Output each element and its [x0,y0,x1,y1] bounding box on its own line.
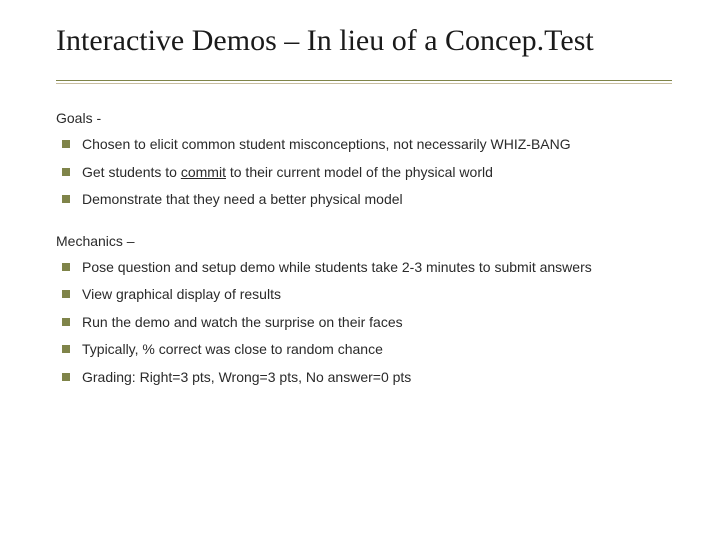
square-bullet-icon [62,263,70,271]
square-bullet-icon [62,168,70,176]
bullet-list-mechanics: Pose question and setup demo while stude… [56,259,672,387]
list-item-text: Run the demo and watch the surprise on t… [82,314,403,330]
section-header-goals: Goals - [56,110,672,126]
list-item: Grading: Right=3 pts, Wrong=3 pts, No an… [56,369,672,387]
list-item: Pose question and setup demo while stude… [56,259,672,277]
list-item: View graphical display of results [56,286,672,304]
list-item-text: Pose question and setup demo while stude… [82,259,592,275]
list-item: Run the demo and watch the surprise on t… [56,314,672,332]
square-bullet-icon [62,195,70,203]
title-rule-group [56,80,672,84]
slide-title: Interactive Demos – In lieu of a Concep.… [56,24,672,58]
list-item-text-before: Get students to [82,164,181,180]
list-item-text-underline: commit [181,164,226,180]
section-header-mechanics: Mechanics – [56,233,672,249]
list-item: Typically, % correct was close to random… [56,341,672,359]
square-bullet-icon [62,318,70,326]
list-item-text: View graphical display of results [82,286,281,302]
square-bullet-icon [62,290,70,298]
list-item: Chosen to elicit common student misconce… [56,136,672,154]
list-item-text: Demonstrate that they need a better phys… [82,191,403,207]
list-item-text: Typically, % correct was close to random… [82,341,383,357]
slide: Interactive Demos – In lieu of a Concep.… [0,0,720,540]
square-bullet-icon [62,345,70,353]
list-item-text: Grading: Right=3 pts, Wrong=3 pts, No an… [82,369,411,385]
title-rule-bottom [56,83,672,84]
bullet-list-goals: Chosen to elicit common student misconce… [56,136,672,209]
square-bullet-icon [62,140,70,148]
list-item-text: Chosen to elicit common student misconce… [82,136,571,152]
list-item: Get students to commit to their current … [56,164,672,182]
title-rule-top [56,80,672,81]
square-bullet-icon [62,373,70,381]
list-item-text-after: to their current model of the physical w… [226,164,493,180]
list-item: Demonstrate that they need a better phys… [56,191,672,209]
